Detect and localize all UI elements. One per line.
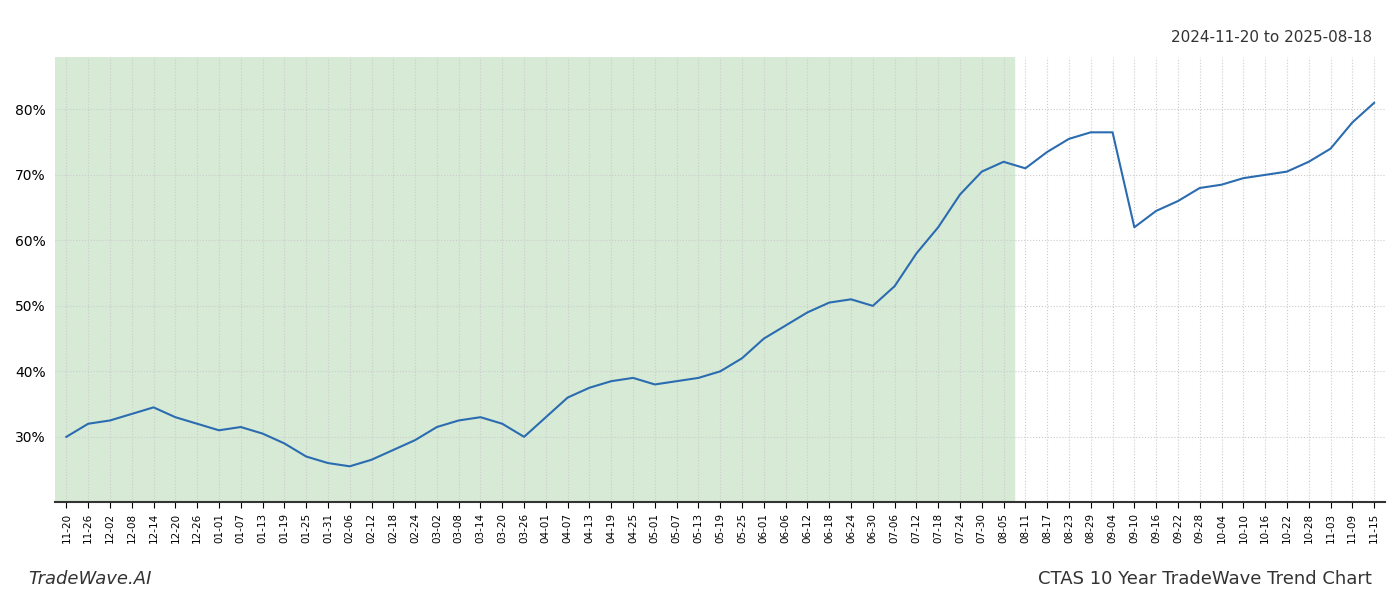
Bar — [56, 57, 1015, 502]
Text: CTAS 10 Year TradeWave Trend Chart: CTAS 10 Year TradeWave Trend Chart — [1039, 570, 1372, 588]
Text: 2024-11-20 to 2025-08-18: 2024-11-20 to 2025-08-18 — [1170, 30, 1372, 45]
Text: TradeWave.AI: TradeWave.AI — [28, 570, 151, 588]
